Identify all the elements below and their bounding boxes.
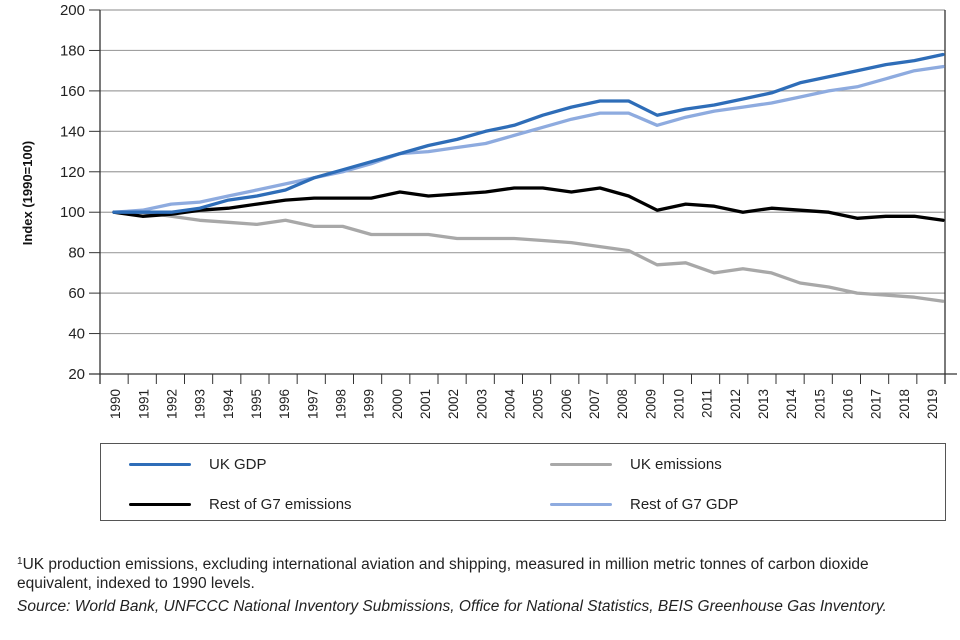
legend-item-rest-of-g7-gdp: Rest of G7 GDP (550, 496, 738, 513)
legend-swatch-rest-of-g7-emissions (129, 503, 191, 506)
footnote-text: UK production emissions, excluding inter… (17, 556, 869, 592)
series-line-rest-of-g7-gdp (112, 64, 945, 214)
footnote-marker: 1 (17, 556, 23, 567)
legend-swatch-uk-gdp (129, 463, 191, 466)
x-tick-label: 2007 (587, 389, 602, 419)
series-lines (112, 52, 945, 303)
chart-notes: 1UK production emissions, excluding inte… (17, 552, 947, 616)
x-tick-label: 2008 (615, 389, 630, 419)
x-tick-label: 2006 (559, 389, 574, 419)
legend-item-uk-emissions: UK emissions (550, 456, 722, 473)
x-tick-label: 2011 (700, 389, 715, 418)
x-tick-label: 1996 (277, 389, 292, 419)
x-tick-label: 1990 (108, 389, 123, 419)
y-tick-labels: 20 40 60 80 100 120 140 160 180 200 (60, 2, 85, 383)
x-tick-label: 2015 (812, 389, 827, 419)
x-tick-label: 1998 (333, 389, 348, 419)
legend-item-rest-of-g7-emissions: Rest of G7 emissions (129, 496, 352, 513)
series-line-uk-gdp (112, 52, 945, 214)
x-tick-label: 2016 (840, 389, 855, 419)
y-tick-label: 20 (68, 366, 85, 383)
x-tick-label: 1992 (164, 389, 179, 419)
y-axis-title: Index (1990=100) (20, 141, 35, 245)
y-tick-label: 120 (60, 164, 85, 181)
legend-swatch-uk-emissions (550, 463, 612, 466)
x-tick-label: 1994 (221, 389, 236, 420)
x-tick-label: 2009 (643, 389, 658, 419)
x-tick-label: 2014 (784, 389, 799, 420)
legend: UK GDP UK emissions Rest of G7 emissions… (100, 443, 946, 521)
x-tick-label: 1999 (362, 389, 377, 419)
x-tick-label: 2005 (531, 389, 546, 419)
x-tick-label: 1997 (305, 389, 320, 419)
series-line-uk-emissions (112, 210, 945, 303)
y-tick-label: 140 (60, 123, 85, 140)
x-tick-labels: 1990 1991 1992 1993 1994 1995 1996 1997 1998 1999… (108, 389, 940, 420)
gridlines (100, 9, 945, 335)
x-tick-label: 2012 (728, 389, 743, 419)
x-tick-label: 2001 (418, 389, 433, 419)
x-tick-label: 2003 (474, 389, 489, 419)
y-tick-label: 80 (68, 245, 85, 262)
y-tick-label: 60 (68, 285, 85, 302)
x-tick-label: 2002 (446, 389, 461, 419)
axes (89, 9, 957, 384)
y-tick-label: 40 (68, 326, 85, 343)
x-tick-label: 1993 (193, 389, 208, 419)
legend-label: Rest of G7 GDP (630, 496, 739, 513)
legend-swatch-rest-of-g7-gdp (550, 503, 612, 506)
series-line-rest-of-g7-emissions (112, 186, 945, 222)
source-note: Source: World Bank, UNFCCC National Inve… (17, 598, 887, 615)
legend-label: Rest of G7 emissions (209, 496, 352, 513)
legend-label: UK GDP (209, 456, 267, 473)
x-tick-label: 2017 (869, 389, 884, 419)
x-tick-label: 2010 (671, 389, 686, 419)
x-tick-label: 2018 (897, 389, 912, 419)
x-tick-label: 1991 (136, 389, 151, 419)
x-tick-label: 2004 (502, 389, 517, 420)
y-tick-label: 180 (60, 42, 85, 59)
y-tick-label: 200 (60, 2, 85, 19)
y-tick-label: 160 (60, 83, 85, 100)
x-tick-label: 1995 (249, 389, 264, 419)
x-tick-label: 2019 (925, 389, 940, 419)
legend-item-uk-gdp: UK GDP (129, 456, 267, 473)
x-tick-label: 2013 (756, 389, 771, 419)
legend-label: UK emissions (630, 456, 722, 473)
x-tick-label: 2000 (390, 389, 405, 419)
y-tick-label: 100 (60, 204, 85, 221)
footnote: 1UK production emissions, excluding inte… (17, 552, 947, 593)
